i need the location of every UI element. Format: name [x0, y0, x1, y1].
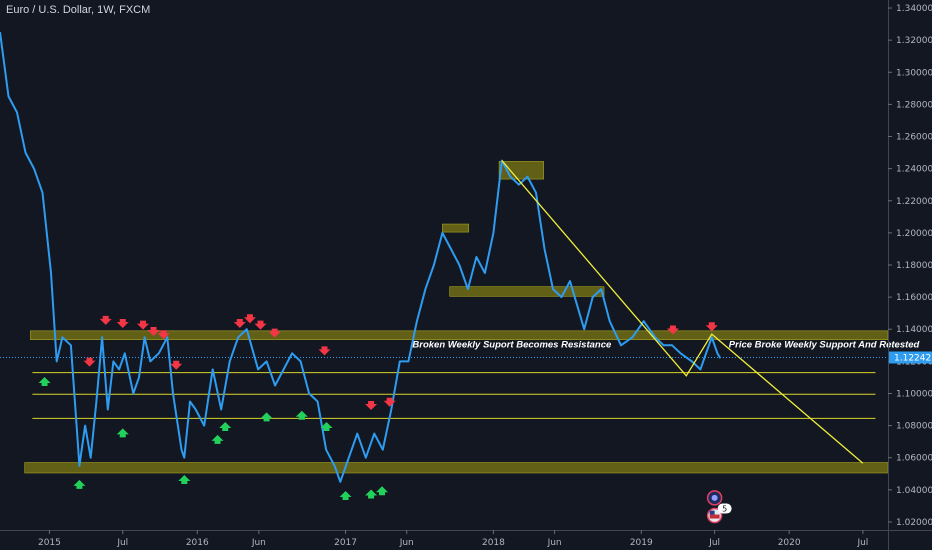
y-tick-label: 1.04000 [896, 486, 932, 496]
down-arrow-icon [666, 325, 679, 335]
down-arrow-icon [365, 400, 378, 410]
down-arrow-icon [170, 360, 183, 370]
up-arrow-icon [365, 489, 378, 499]
down-arrow-icon [157, 330, 170, 340]
x-tick-label: 2018 [482, 538, 505, 548]
x-tick-label: 2019 [630, 538, 653, 548]
y-tick-label: 1.20000 [896, 229, 932, 239]
y-tick-label: 1.24000 [896, 165, 932, 175]
up-arrow-icon [219, 422, 232, 431]
x-tick-label: 2020 [778, 538, 801, 548]
down-arrow-icon [268, 328, 281, 338]
x-tick-label: Jun [547, 538, 562, 548]
x-tick-label: 2015 [38, 538, 61, 548]
arrows-layer [38, 314, 718, 501]
flag-canton [709, 510, 715, 515]
up-arrow-icon [178, 475, 191, 484]
zone-1 [24, 462, 889, 474]
down-arrow-icon [147, 327, 160, 337]
y-tick-label: 1.08000 [896, 422, 932, 432]
down-arrow-icon [383, 397, 396, 407]
badges-layer: 5 [706, 490, 732, 524]
down-arrow-icon [116, 319, 129, 329]
down-arrow-icon [83, 357, 96, 367]
last-price-label: 1.12242 [894, 353, 931, 363]
up-arrow-icon [73, 479, 86, 489]
down-arrow-icon [243, 314, 256, 324]
down-arrow-icon [99, 315, 112, 325]
down-arrow-icon [137, 320, 150, 330]
trend-line-0 [501, 160, 864, 464]
y-tick-label: 1.22000 [896, 197, 932, 207]
y-tick-label: 1.28000 [896, 100, 932, 110]
up-arrow-icon [320, 422, 333, 431]
down-arrow-icon [318, 346, 331, 356]
zones-layer [24, 161, 889, 474]
series-layer [0, 31, 888, 483]
y-tick-label: 1.26000 [896, 133, 932, 143]
chart-title: Euro / U.S. Dollar, 1W, FXCM [6, 4, 151, 16]
zone-0 [30, 330, 889, 340]
x-tick-label: 2016 [186, 538, 209, 548]
zone-3 [442, 223, 470, 233]
y-tick-label: 1.14000 [896, 325, 932, 335]
y-tick-label: 1.06000 [896, 454, 932, 464]
event-badge-dot [711, 494, 718, 501]
price-series-line [0, 31, 722, 483]
up-arrow-icon [260, 412, 273, 422]
up-arrow-icon [339, 491, 352, 501]
down-arrow-icon [233, 319, 246, 329]
y-tick-label: 1.10000 [896, 389, 932, 399]
annotation-text: Broken Weekly Suport Becomes Resistance [412, 340, 612, 351]
y-tick-label: 1.30000 [896, 68, 932, 78]
annotations-layer: Broken Weekly Suport Becomes Resistance P… [412, 340, 919, 351]
x-tick-label: Jun [399, 538, 414, 548]
up-arrow-icon [116, 428, 129, 438]
zone-2 [498, 161, 544, 180]
up-arrow-icon [295, 410, 308, 420]
flag-count-text: 5 [722, 505, 727, 514]
flag-stripe [709, 514, 720, 519]
x-tick-label: Jul [116, 538, 128, 548]
x-tick-label: 2017 [334, 538, 357, 548]
up-arrow-icon [211, 434, 224, 444]
trend-lines-layer [501, 160, 864, 464]
x-tick-label: Jul [856, 538, 868, 548]
y-tick-label: 1.18000 [896, 261, 932, 271]
y-tick-label: 1.02000 [896, 518, 932, 528]
x-tick-label: Jun [251, 538, 266, 548]
up-arrow-icon [376, 486, 389, 496]
annotation-text: Price Broke Weekly Support And Retested [729, 340, 920, 351]
up-arrow-icon [38, 377, 51, 387]
y-tick-label: 1.32000 [896, 36, 932, 46]
y-tick-label: 1.16000 [896, 293, 932, 303]
last-price-tag [889, 351, 932, 364]
down-arrow-icon [254, 320, 267, 330]
flag-count-bubble [717, 503, 732, 514]
support-lines-layer [32, 372, 876, 419]
zone-4 [449, 286, 605, 297]
x-tick-label: Jul [708, 538, 720, 548]
down-arrow-icon [705, 322, 718, 332]
y-tick-label: 1.34000 [896, 4, 932, 14]
